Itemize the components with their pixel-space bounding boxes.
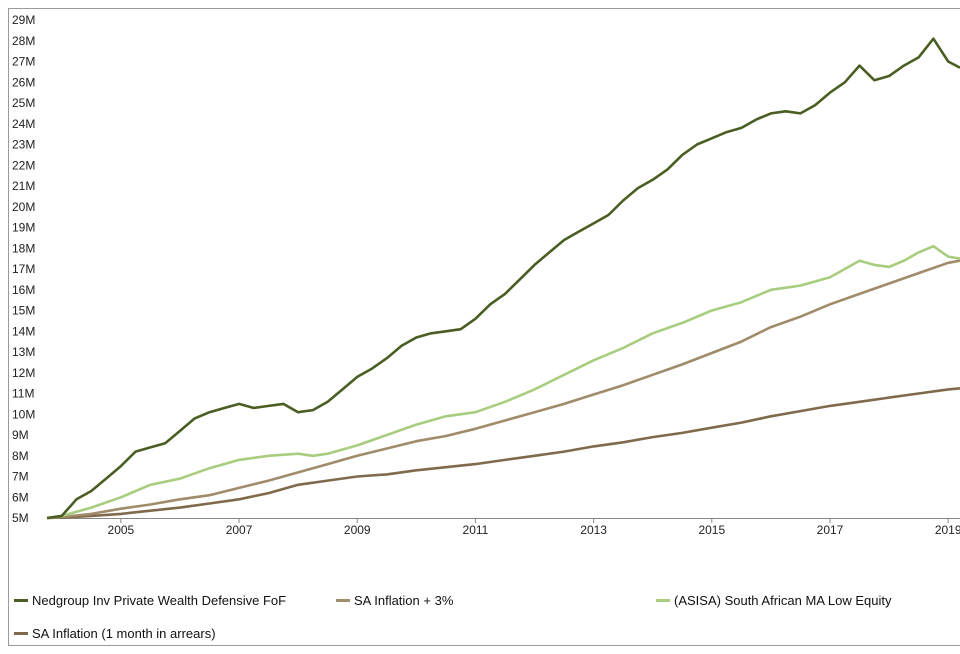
series-line-asisa-low-equity (46, 244, 960, 520)
chart-frame (8, 8, 960, 646)
y-tick-label: 12M (12, 366, 35, 380)
y-tick-label: 15M (12, 304, 35, 318)
y-tick-label: 9M (12, 428, 29, 442)
y-tick-label: 24M (12, 117, 35, 131)
x-tick-label: 2019 (935, 523, 960, 537)
legend-label-sa-inflation: SA Inflation (1 month in arrears) (32, 626, 216, 641)
legend-swatch-sa-inflation-plus-3 (336, 599, 350, 602)
y-axis: 5M 6M 7M 8M 9M 10M 11M 12M 13M 14M 15M 16M 17M 18M 19M… (12, 13, 35, 525)
legend-label-asisa-low-equity: (ASISA) South African MA Low Equity (674, 593, 892, 608)
x-tick-label: 2007 (226, 523, 253, 537)
x-tick-label: 2005 (108, 523, 135, 537)
series-line-sa-inflation-plus-3 (46, 259, 960, 520)
legend-item-nedgroup[interactable]: Nedgroup Inv Private Wealth Defensive Fo… (14, 593, 286, 608)
y-tick-label: 10M (12, 407, 35, 421)
y-tick-label: 13M (12, 345, 35, 359)
y-tick-label: 17M (12, 262, 35, 276)
legend-label-nedgroup: Nedgroup Inv Private Wealth Defensive Fo… (32, 593, 287, 608)
legend-item-asisa-low-equity[interactable]: (ASISA) South African MA Low Equity (656, 593, 892, 608)
y-tick-label: 19M (12, 221, 35, 235)
y-tick-label: 14M (12, 324, 35, 338)
y-tick-label: 26M (12, 75, 35, 89)
x-tick-label: 2013 (580, 523, 607, 537)
y-tick-label: 27M (12, 55, 35, 69)
series-line-sa-inflation (46, 387, 960, 520)
legend-swatch-nedgroup (14, 599, 28, 602)
legend-swatch-asisa-low-equity (656, 599, 670, 602)
x-axis: 2005 2007 2009 2011 2013 2015 2017 2019 (47, 518, 960, 537)
x-tick-label: 2011 (463, 523, 489, 537)
y-tick-label: 6M (12, 490, 29, 504)
y-tick-label: 23M (12, 138, 35, 152)
y-tick-label: 11M (12, 387, 34, 401)
legend-item-sa-inflation-plus-3[interactable]: SA Inflation + 3% (336, 593, 453, 608)
y-tick-label: 16M (12, 283, 35, 297)
legend-item-sa-inflation[interactable]: SA Inflation (1 month in arrears) (14, 626, 216, 641)
y-tick-label: 21M (12, 179, 35, 193)
y-tick-label: 28M (12, 34, 35, 48)
y-tick-label: 5M (12, 511, 29, 525)
y-tick-label: 18M (12, 241, 35, 255)
x-tick-label: 2009 (344, 523, 371, 537)
y-tick-label: 22M (12, 158, 35, 172)
legend-label-sa-inflation-plus-3: SA Inflation + 3% (354, 593, 454, 608)
series-lines (46, 37, 960, 520)
series-line-nedgroup (46, 37, 960, 520)
x-tick-label: 2015 (698, 523, 725, 537)
y-tick-label: 8M (12, 449, 29, 463)
y-tick-label: 20M (12, 200, 35, 214)
legend-swatch-sa-inflation (14, 632, 28, 635)
x-tick-label: 2017 (817, 523, 844, 537)
y-tick-label: 29M (12, 13, 35, 27)
y-tick-label: 25M (12, 96, 35, 110)
y-tick-label: 7M (12, 470, 29, 484)
